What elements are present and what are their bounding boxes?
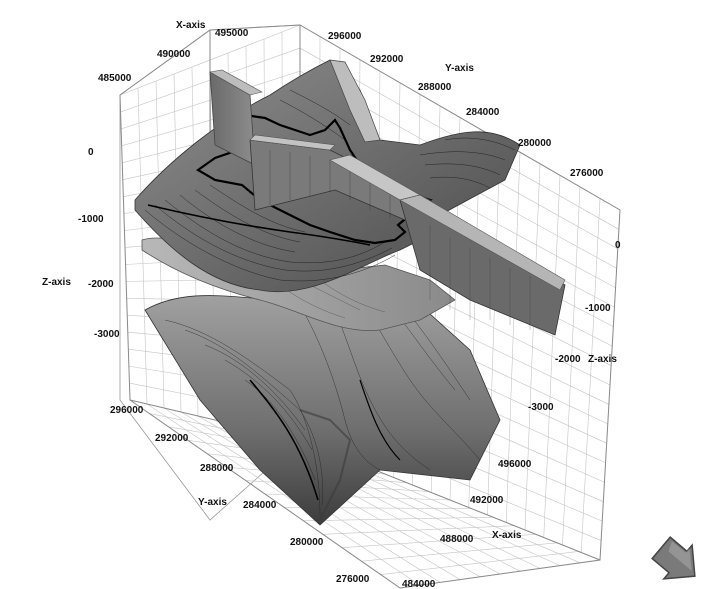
axis-labels: X-axis 495000 490000 485000 296000 29200… xyxy=(42,20,621,589)
y-tick-top-3: 288000 xyxy=(418,82,452,93)
x-tick-bottom-1: 496000 xyxy=(498,459,532,470)
y-tick-top-4: 284000 xyxy=(466,107,500,118)
z-axis-title-left: Z-axis xyxy=(42,277,71,288)
z-tick-left-2: -1000 xyxy=(78,214,104,225)
z-tick-left-3: -2000 xyxy=(88,279,114,290)
y-axis-title-bottom: Y-axis xyxy=(198,497,227,508)
cross-section-d xyxy=(329,59,381,143)
y-tick-top-1: 296000 xyxy=(328,31,362,42)
lower-horizon-surface xyxy=(144,290,501,526)
z-tick-left-4: -3000 xyxy=(94,329,120,340)
z-axis-title-right: Z-axis xyxy=(588,354,617,365)
cross-section-b xyxy=(249,134,441,236)
y-tick-bottom-2: 292000 xyxy=(155,433,189,444)
z-tick-right-1: 0 xyxy=(615,240,621,251)
y-tick-top-2: 292000 xyxy=(370,54,404,65)
y-tick-top-5: 280000 xyxy=(518,138,552,149)
y-tick-bottom-1: 296000 xyxy=(110,405,144,416)
z-tick-left-1: 0 xyxy=(88,147,94,158)
y-tick-bottom-4: 284000 xyxy=(243,500,277,511)
x-tick-top-3: 485000 xyxy=(98,73,132,84)
z-tick-right-4: -3000 xyxy=(528,402,554,413)
y-tick-bottom-3: 288000 xyxy=(200,463,234,474)
z-tick-right-2: -1000 xyxy=(585,303,611,314)
y-tick-top-6: 276000 xyxy=(570,168,604,179)
rotate-arrow-icon[interactable] xyxy=(650,536,704,586)
cross-section-a xyxy=(209,69,263,166)
x-axis-title-bottom: X-axis xyxy=(492,530,522,541)
x-tick-bottom-3: 488000 xyxy=(440,534,474,545)
y-axis-title-top: Y-axis xyxy=(445,63,474,74)
x-tick-top-2: 490000 xyxy=(157,49,191,60)
cross-section-c xyxy=(329,154,566,336)
z-tick-right-3: -2000 xyxy=(555,354,581,365)
x-axis-title-top: X-axis xyxy=(176,20,206,31)
x-tick-top-1: 495000 xyxy=(215,28,249,39)
x-tick-bottom-2: 492000 xyxy=(470,495,504,506)
x-tick-bottom-4: 484000 xyxy=(402,579,436,589)
y-tick-bottom-6: 276000 xyxy=(336,574,370,585)
y-tick-bottom-5: 280000 xyxy=(290,537,324,548)
